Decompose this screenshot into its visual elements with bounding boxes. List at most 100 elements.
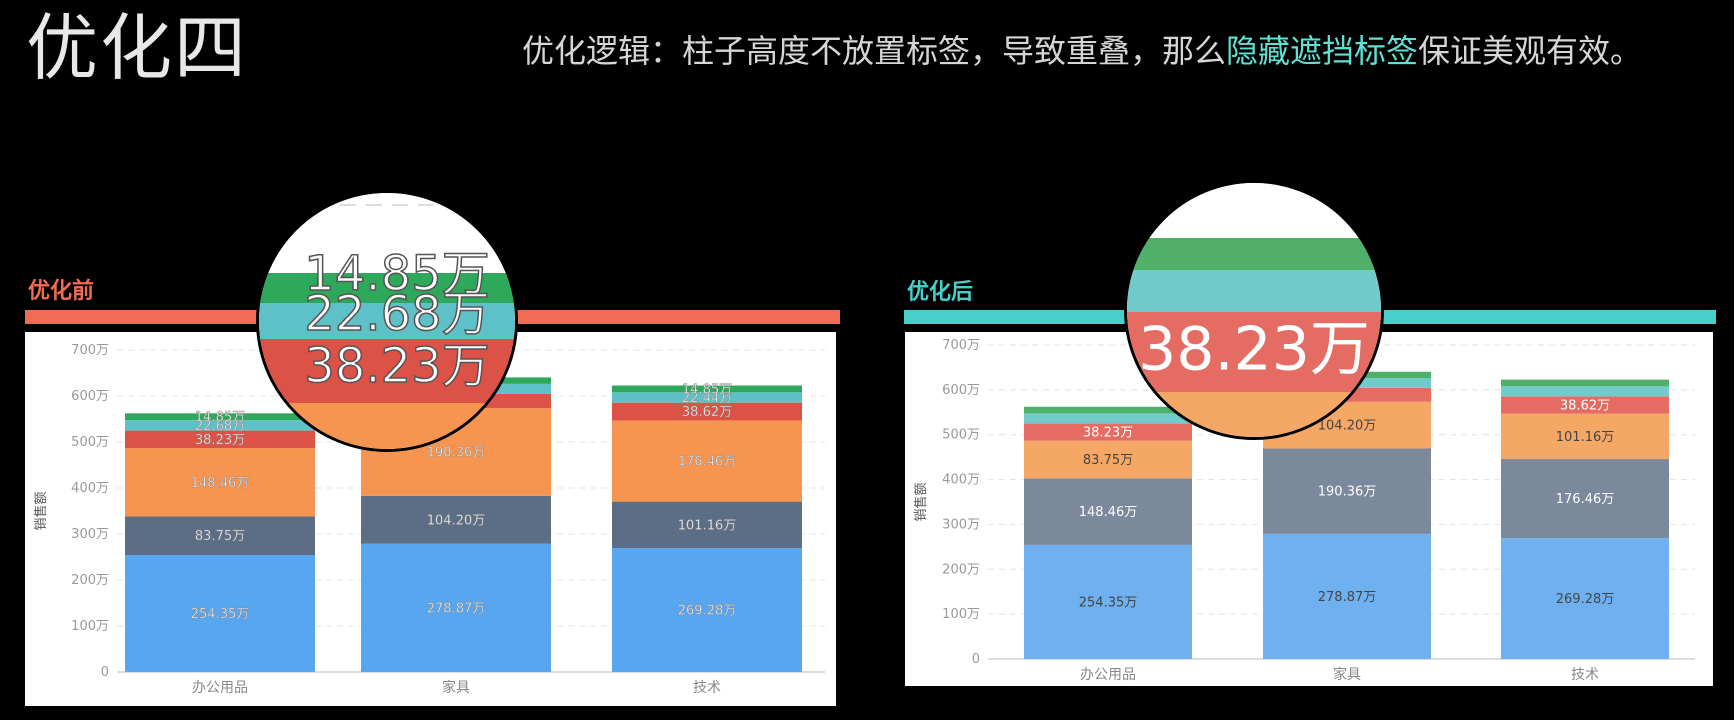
before-data-label: 104.20万	[427, 513, 486, 528]
after-bar-segment	[1501, 379, 1669, 387]
after-data-label: 101.16万	[1556, 430, 1615, 445]
before-data-label: 269.28万	[678, 604, 737, 619]
before-ytick-label: 200万	[71, 573, 109, 588]
before-bar-segment	[125, 420, 315, 431]
after-bar-segment	[1263, 448, 1431, 534]
after-data-label: 83.75万	[1083, 453, 1133, 468]
before-bar-segment	[125, 413, 315, 421]
before-bar-segment	[612, 385, 802, 393]
lens-after-bg	[1127, 183, 1381, 238]
after-data-label: 38.62万	[1560, 399, 1610, 414]
after-data-label: 278.87万	[1318, 590, 1377, 605]
before-category-label: 办公用品	[192, 680, 248, 696]
lens-before-band-orange	[259, 403, 515, 449]
before-data-label: 176.46万	[678, 455, 737, 470]
after-data-label: 254.35万	[1079, 595, 1138, 610]
subtitle-text-pre: 优化逻辑：柱子高度不放置标签，导致重叠，那么	[522, 32, 1227, 70]
after-data-label: 269.28万	[1556, 592, 1615, 607]
before-category-label: 技术	[693, 680, 721, 696]
after-data-label: 190.36万	[1318, 485, 1377, 500]
before-bar-segment	[125, 448, 315, 517]
page-title: 优化四	[26, 6, 249, 90]
after-bar-segment	[1024, 478, 1192, 545]
after-category-label: 家具	[1333, 666, 1361, 683]
section-label-before: 优化前	[28, 279, 95, 304]
before-ytick-label: 600万	[71, 389, 109, 404]
after-ytick-label: 300万	[942, 517, 980, 532]
after-ytick-label: 0	[972, 652, 980, 667]
lens-before-label-3: 38.23万	[304, 338, 489, 394]
after-ytick-label: 100万	[942, 607, 980, 622]
before-data-label: 278.87万	[427, 601, 486, 616]
section-label-after: 优化后	[907, 280, 974, 305]
before-ytick-label: 700万	[71, 343, 109, 358]
before-data-label: 22.44万	[682, 391, 732, 406]
lens-before-band-teal	[259, 303, 515, 339]
before-data-label: 190.36万	[427, 446, 486, 461]
page-subtitle: 优化逻辑：柱子高度不放置标签，导致重叠，那么隐藏遮挡标签保证美观有效。	[522, 32, 1642, 70]
after-category-label: 技术	[1571, 667, 1599, 683]
before-data-label: 148.46万	[191, 476, 250, 491]
after-bar-segment	[1501, 538, 1669, 659]
after-bar-segment	[1501, 396, 1669, 414]
before-ytick-label: 400万	[71, 481, 109, 496]
before-bar-segment	[361, 495, 551, 544]
after-category-label: 办公用品	[1080, 667, 1136, 683]
subtitle-text-post: 保证美观有效。	[1418, 32, 1643, 70]
before-bar-segment	[612, 548, 802, 672]
after-bar-segment	[1024, 413, 1192, 424]
before-bar-segment	[125, 554, 315, 672]
before-bar-segment	[612, 392, 802, 403]
before-bar-segment	[125, 516, 315, 555]
before-category-label: 家具	[442, 679, 470, 696]
magnifier-lens-before: 14.85万 22.68万 38.23万	[256, 190, 518, 452]
after-ytick-label: 600万	[942, 383, 980, 398]
before-bar-segment	[361, 543, 551, 672]
before-bar-segment	[612, 402, 802, 421]
before-ytick-label: 0	[101, 665, 109, 680]
before-bar-segment	[612, 501, 802, 549]
lens-before-label-2: 22.68万	[304, 286, 489, 342]
before-data-label: 14.85万	[195, 410, 245, 425]
after-data-label: 148.46万	[1079, 505, 1138, 520]
before-data-label: 38.62万	[682, 405, 732, 420]
subtitle-highlight: 隐藏遮挡标签	[1226, 32, 1419, 70]
after-bar-segment	[1024, 440, 1192, 479]
after-bar-segment	[1024, 544, 1192, 659]
lens-after-band-red	[1127, 312, 1381, 392]
lens-before-band-green	[259, 273, 515, 303]
before-data-label: 83.75万	[195, 529, 245, 544]
lens-after-graphic: 38.23万	[1127, 183, 1381, 437]
after-ytick-label: 200万	[942, 562, 980, 577]
before-data-label: 101.16万	[678, 518, 737, 533]
after-bar-segment	[1024, 406, 1192, 414]
lens-before-band-red	[259, 339, 515, 403]
before-y-axis-label: 销售额	[33, 491, 49, 530]
lens-before-label-1: 14.85万	[304, 246, 489, 302]
after-data-label: 38.23万	[1083, 426, 1133, 441]
before-data-label: 254.35万	[191, 607, 250, 622]
magnifier-lens-after: 38.23万	[1124, 180, 1384, 440]
after-bar-segment	[1263, 533, 1431, 659]
after-data-label: 176.46万	[1556, 492, 1615, 507]
before-data-label: 22.68万	[195, 419, 245, 434]
after-bar-segment	[1501, 413, 1669, 460]
lens-after-band-green	[1127, 238, 1381, 270]
lens-after-band-orange	[1127, 392, 1381, 437]
before-data-label: 38.23万	[195, 433, 245, 448]
lens-after-label: 38.23万	[1138, 315, 1370, 385]
lens-before-bg	[259, 193, 515, 273]
before-bar-segment	[612, 420, 802, 502]
after-ytick-label: 500万	[942, 428, 980, 443]
before-data-label: 14.85万	[682, 382, 732, 397]
lens-after-band-teal	[1127, 270, 1381, 312]
before-ytick-label: 500万	[71, 435, 109, 450]
after-bar-segment	[1501, 386, 1669, 397]
before-ytick-label: 100万	[71, 619, 109, 634]
after-ytick-label: 700万	[942, 338, 980, 353]
lens-before-graphic: 14.85万 22.68万 38.23万	[259, 193, 515, 449]
after-bar-segment	[1501, 459, 1669, 539]
after-y-axis-label: 销售额	[913, 482, 929, 521]
after-ytick-label: 400万	[942, 473, 980, 488]
